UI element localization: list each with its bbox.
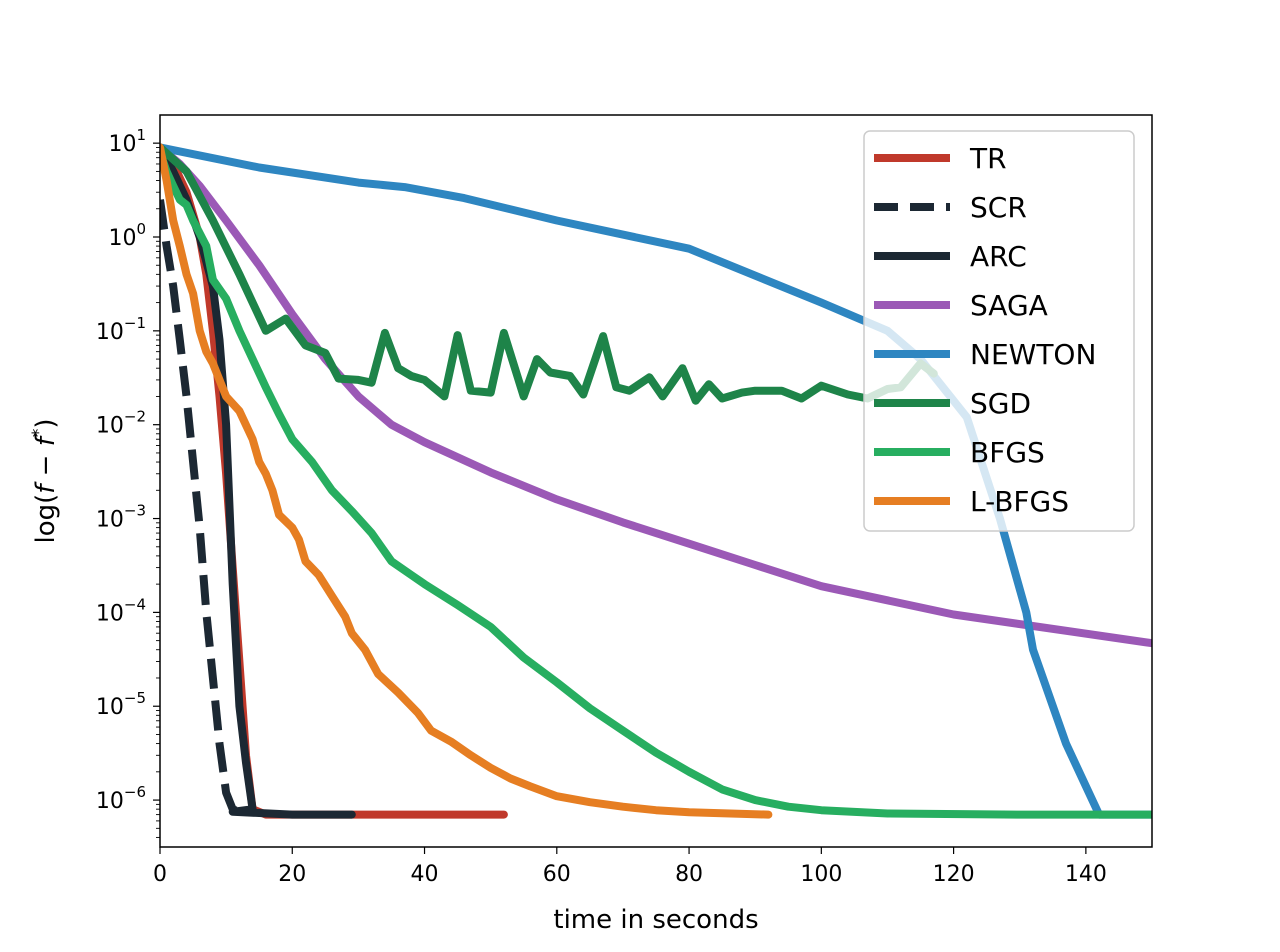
y-tick-base: 10 — [96, 320, 124, 345]
y-tick-base: 10 — [108, 132, 136, 157]
y-tick-base: 10 — [96, 695, 124, 720]
y-tick-label: 10−5 — [96, 689, 146, 720]
legend-label-bfgs: BFGS — [970, 436, 1045, 469]
series-line-sgd — [160, 143, 938, 405]
series-line-saga — [160, 143, 1152, 648]
y-tick-power: −3 — [124, 502, 146, 520]
legend-label-arc: ARC — [970, 240, 1027, 273]
x-tick-label: 20 — [278, 862, 306, 887]
legend-label-scr: SCR — [970, 191, 1027, 224]
y-tick-base: 10 — [108, 226, 136, 251]
plot-frame — [159, 114, 1153, 848]
y-tick-base: 10 — [96, 601, 124, 626]
x-tick-label: 120 — [933, 862, 975, 887]
y-tick-power: −4 — [124, 595, 146, 613]
legend-label-sgd: SGD — [970, 387, 1031, 420]
y-tick-power: −2 — [124, 408, 146, 426]
y-tick-base: 10 — [96, 508, 124, 533]
legend-label-tr: TR — [969, 142, 1007, 175]
series-line-bfgs — [160, 148, 1152, 819]
x-tick-label: 80 — [675, 862, 703, 887]
x-tick-label: 100 — [800, 862, 842, 887]
y-tick-base: 10 — [96, 414, 124, 439]
y-tick-power: −5 — [124, 689, 146, 707]
x-tick-label: 60 — [543, 862, 571, 887]
x-axis: 0 20 40 60 80 100 120 140 — [153, 847, 1107, 887]
series-line-l-bfgs — [160, 143, 773, 819]
y-tick-label: 10−4 — [96, 595, 146, 626]
legend: TR SCR ARC SAGA NEWTON SGD BFGS L-BFGS — [863, 130, 1135, 532]
series-layer — [160, 143, 1152, 819]
y-tick-label: 10−1 — [96, 314, 146, 345]
y-tick-power: −6 — [124, 783, 146, 801]
x-tick-label: 0 — [153, 862, 167, 887]
y-tick-label: 10−2 — [96, 408, 146, 439]
x-tick-label: 140 — [1065, 862, 1107, 887]
y-tick-label: 10−3 — [96, 502, 146, 533]
legend-label-l-bfgs: L-BFGS — [970, 485, 1069, 518]
y-tick-power: 1 — [136, 126, 146, 144]
legend-label-saga: SAGA — [970, 289, 1048, 322]
legend-label-newton: NEWTON — [970, 338, 1096, 371]
x-axis-label: time in seconds — [553, 905, 758, 935]
y-tick-label: 10−6 — [96, 783, 146, 814]
x-tick-label: 40 — [411, 862, 439, 887]
y-axis-label: log(f − f*) — [29, 418, 61, 543]
y-tick-base: 10 — [96, 789, 124, 814]
y-tick-label: 100 — [108, 220, 146, 251]
legend-frame — [863, 130, 1135, 532]
y-tick-power: 0 — [136, 220, 146, 238]
y-tick-power: −1 — [124, 314, 146, 332]
series-line-scr — [160, 199, 248, 819]
y-tick-label: 101 — [108, 126, 146, 157]
